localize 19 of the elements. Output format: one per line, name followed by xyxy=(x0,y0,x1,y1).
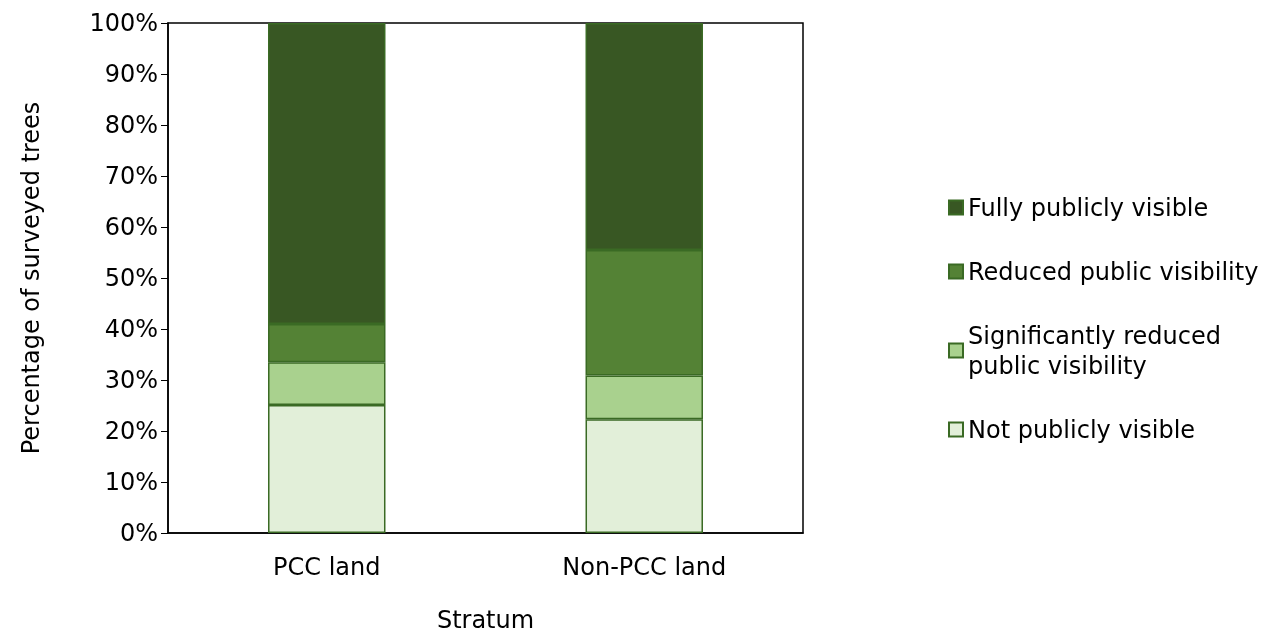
y-tick-label: 20% xyxy=(104,417,158,445)
legend-label: Reduced public visibility xyxy=(968,257,1259,286)
y-tick-label: 60% xyxy=(104,213,158,241)
legend-label: Fully publicly visible xyxy=(968,193,1209,222)
y-tick-label: 0% xyxy=(119,519,158,547)
y-tick-label: 80% xyxy=(104,111,158,139)
x-axis-title: Stratum xyxy=(436,606,535,634)
y-axis-title: Percentage of surveyed trees xyxy=(17,101,45,455)
y-tick-label: 70% xyxy=(104,162,158,190)
legend-label: Significantly reduced public visibility xyxy=(968,321,1229,380)
x-tick-label: PCC land xyxy=(273,553,381,581)
y-tick-label: 100% xyxy=(89,9,158,37)
x-tick-label: Non-PCC land xyxy=(562,553,727,581)
legend-label: Not publicly visible xyxy=(968,415,1196,444)
y-tick-label: 30% xyxy=(104,366,158,394)
y-tick-label: 90% xyxy=(104,60,158,88)
y-tick-label: 50% xyxy=(104,264,158,292)
y-tick-label: 10% xyxy=(104,468,158,496)
y-tick-label: 40% xyxy=(104,315,158,343)
